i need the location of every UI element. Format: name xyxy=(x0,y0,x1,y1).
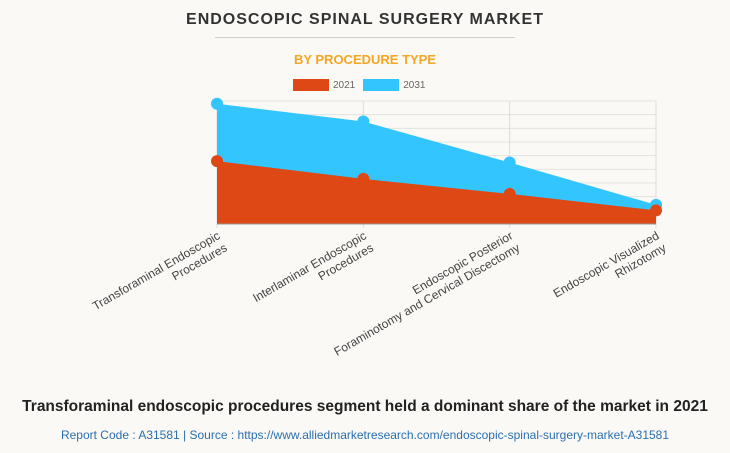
point-2021 xyxy=(650,204,662,217)
footer-caption: Transforaminal endoscopic procedures seg… xyxy=(22,398,708,415)
legend-swatch-2021 xyxy=(293,79,329,91)
point-2031 xyxy=(357,115,370,128)
point-2031 xyxy=(503,156,516,169)
x-tick-label: Transforaminal EndoscopicProcedures xyxy=(90,228,230,325)
point-2021 xyxy=(503,187,516,200)
legend-label-2031[interactable]: 2031 xyxy=(403,79,426,91)
title-divider xyxy=(215,37,515,38)
legend-swatch-2031 xyxy=(363,79,400,91)
point-2021 xyxy=(357,172,370,185)
area-2021 xyxy=(217,161,656,224)
legend-label-2021[interactable]: 2021 xyxy=(333,79,356,91)
x-tick-label: Endoscopic VisualizedRhizotomy xyxy=(551,228,669,312)
chart-title: ENDOSCOPIC SPINAL SURGERY MARKET xyxy=(186,11,544,28)
source-line: Report Code : A31581 | Source : https://… xyxy=(60,428,670,442)
point-2031 xyxy=(211,97,223,110)
chart-subtitle: BY PROCEDURE TYPE xyxy=(293,52,437,67)
x-tick-label: Interlaminar EndoscopicProcedures xyxy=(250,228,375,317)
area-chart: Transforaminal EndoscopicProcedures Inter… xyxy=(90,97,669,359)
legend: 2021 2031 xyxy=(293,79,434,91)
point-2021 xyxy=(211,155,223,168)
